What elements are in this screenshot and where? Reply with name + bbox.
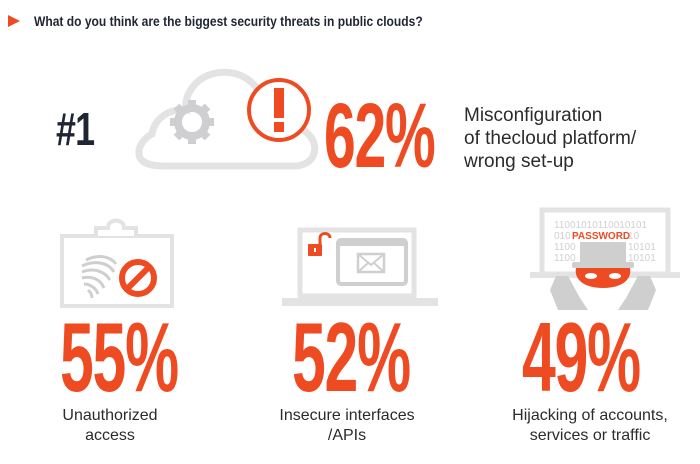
svg-text:10: 10 <box>628 231 640 242</box>
svg-text:1100: 1100 <box>554 253 576 264</box>
threat-percent-unauthorized: 55% <box>60 302 179 412</box>
top-threat-percent: 62% <box>324 85 436 187</box>
envelope-icon <box>356 252 386 274</box>
laptop-hacker-password-icon: 11001010110010101 010 PASSWORD 10 1100 1… <box>530 207 680 310</box>
exclamation-circle-icon <box>247 78 311 142</box>
threat-caption-hijacking: Hijacking of accounts, services or traff… <box>512 407 668 444</box>
svg-text:PASSWORD: PASSWORD <box>572 231 630 242</box>
threat-caption-interfaces: Insecure interfaces /APIs <box>279 407 415 444</box>
threat-percent-interfaces: 52% <box>292 302 411 412</box>
svg-text:11001010110010101: 11001010110010101 <box>554 220 648 231</box>
gear-icon <box>170 100 214 144</box>
threat-percent-hijacking: 49% <box>522 302 641 412</box>
question-text: What do you think are the biggest securi… <box>34 13 423 29</box>
unlocked-padlock-icon <box>308 232 332 256</box>
laptop-unlocked-mail-icon <box>282 227 438 306</box>
prohibited-icon <box>119 259 157 297</box>
svg-text:010: 010 <box>554 231 571 242</box>
cloud-icon <box>135 68 319 170</box>
triangle-right-icon <box>8 15 20 27</box>
hacker-icon <box>550 242 656 310</box>
threat-caption-unauthorized: Unauthorized access <box>62 407 158 444</box>
question-header: What do you think are the biggest securi… <box>8 10 486 32</box>
svg-text:1100: 1100 <box>554 242 576 253</box>
fingerprint-icon <box>81 255 118 299</box>
svg-text:10101: 10101 <box>628 253 656 264</box>
fingerprint-blocked-icon <box>60 218 174 308</box>
rank-label: #1 <box>56 103 95 155</box>
top-threat-description: Misconfiguration of thecloud platform/ w… <box>464 105 637 172</box>
svg-text:10101: 10101 <box>628 242 656 253</box>
